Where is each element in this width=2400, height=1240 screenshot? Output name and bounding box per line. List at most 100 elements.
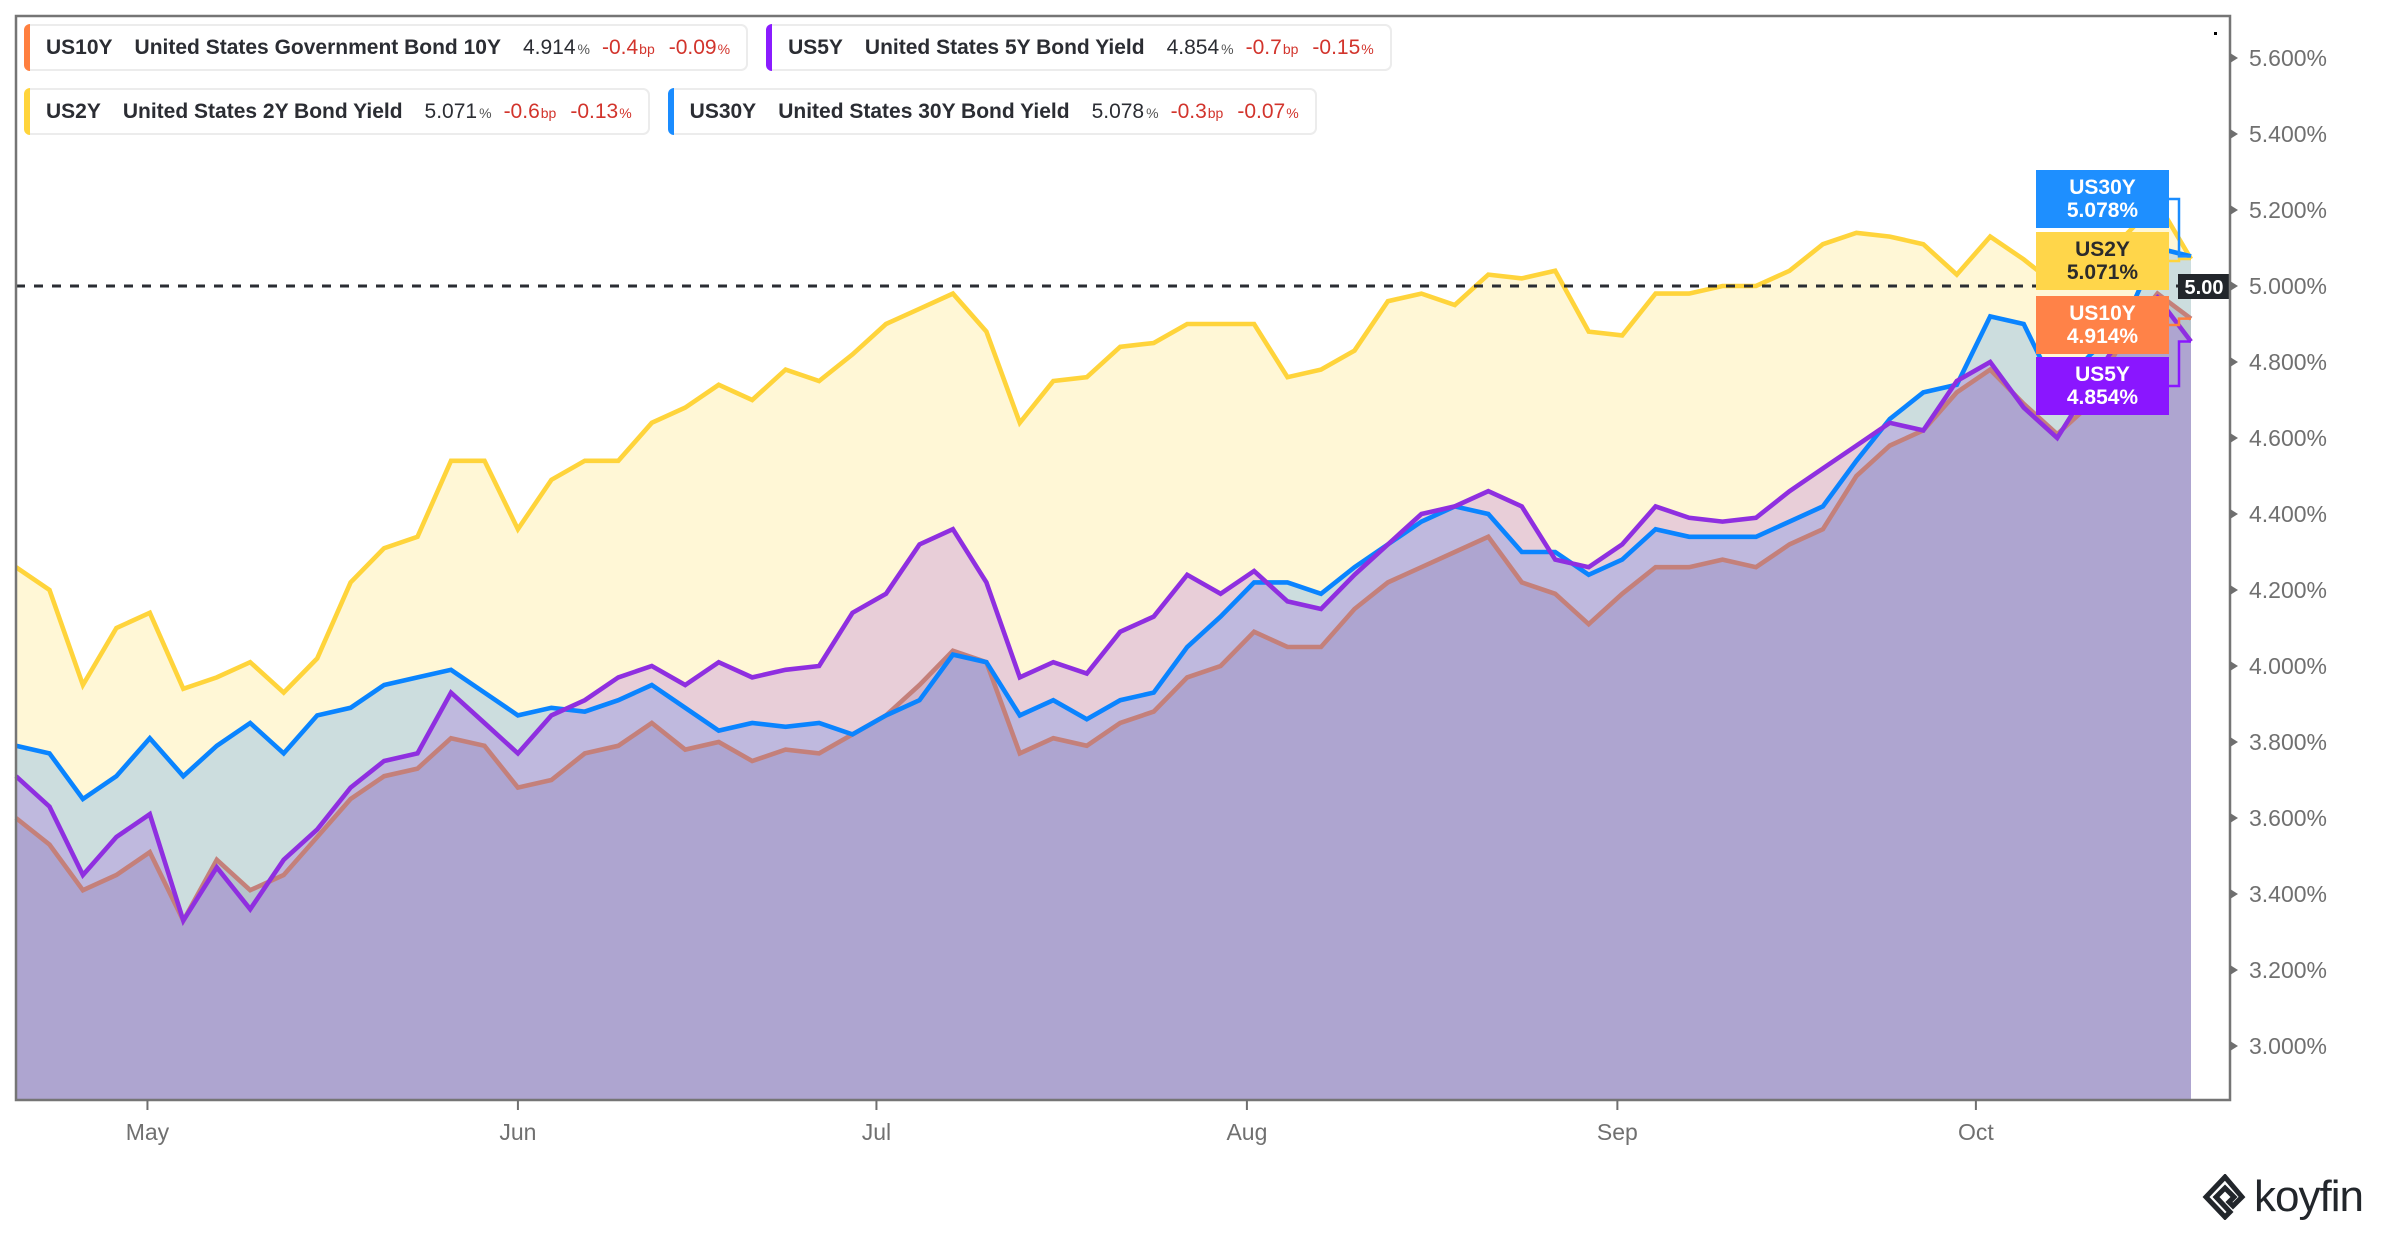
end-label-symbol: US2Y [2075,238,2130,261]
legend-change-bp: -0.3bp [1171,100,1224,124]
end-label-value: 5.071% [2066,261,2139,284]
connector-us30y [2169,197,2191,258]
y-tick-mark [2230,281,2238,291]
end-label-value: 4.914% [2066,325,2139,348]
legend-item-us10y[interactable]: US10Y United States Government Bond 10Y … [24,24,749,71]
legend-row-1: US10Y United States Government Bond 10Y … [24,24,1392,71]
end-label-us5y: US5Y 4.854% [2036,357,2169,415]
change-pct-unit: % [717,40,731,57]
end-label-symbol: US5Y [2075,363,2130,386]
legend-item-us5y[interactable]: US5Y United States 5Y Bond Yield 4.854% … [766,24,1392,71]
legend-name: United States Government Bond 10Y [134,35,501,59]
change-pct-unit: % [1361,40,1374,57]
y-tick-label: 3.400% [2249,881,2327,907]
area-us30y [16,248,2191,1100]
y-axis: 5.600% 5.400% 5.200% 5.000% 4.800% 4.600% 4.40… [2230,45,2327,1059]
legend-change-bp: -0.7bp [1246,36,1299,60]
end-label-symbol: US30Y [2069,176,2136,199]
legend-color-bar [667,88,674,135]
y-tick-label: 3.600% [2249,805,2327,831]
line-us2y[interactable] [14,198,2193,696]
y-tick-mark [2230,53,2238,63]
legend-value: 5.071% [425,100,492,124]
value-unit: % [479,104,492,121]
legend-name: United States 2Y Bond Yield [122,99,403,123]
line-us5y[interactable] [14,293,2193,927]
y-tick-label: 3.000% [2249,1033,2327,1059]
y-tick-label: 5.400% [2249,121,2327,147]
change-bp-unit: bp [1282,40,1299,57]
legend-symbol: US30Y [689,99,757,123]
y-tick-label: 4.200% [2249,577,2327,603]
y-tick-mark [2230,965,2238,975]
corner-dot [2214,32,2217,35]
value-unit: % [577,40,590,57]
series-lines [14,198,2193,927]
koyfin-logo-text: koyfin [2254,1172,2364,1221]
y-tick-mark [2230,813,2238,823]
legend-color-bar [24,24,30,71]
legend-item-us2y[interactable]: US2Y United States 2Y Bond Yield 5.071% … [24,88,650,135]
legend-change-pct: -0.13% [570,100,631,124]
y-tick-label: 4.000% [2249,653,2327,679]
x-tick-label: Sep [1597,1119,1638,1145]
legend-change-bp: -0.6bp [504,100,557,124]
line-us10y[interactable] [14,290,2193,926]
x-tick-label: May [126,1119,170,1145]
change-bp-number: -0.4 [601,35,639,59]
connector-us5y [2169,340,2191,388]
change-pct-number: -0.07 [1237,99,1286,123]
y-tick-mark [2230,1041,2238,1051]
legend-name: United States 30Y Bond Yield [778,99,1070,123]
koyfin-logo[interactable]: koyfin [2202,1172,2364,1222]
legend-change-pct: -0.09% [669,36,730,60]
end-label-connectors [2169,197,2191,388]
y-tick-label: 3.800% [2249,729,2327,755]
reference-label: 5.00 [2185,277,2224,299]
y-tick-label: 4.600% [2249,425,2327,451]
connector-us10y [2169,317,2191,327]
plot-border [14,14,2232,1102]
y-tick-mark [2230,509,2238,519]
y-tick-mark [2230,737,2238,747]
value-unit: % [1221,40,1234,57]
x-tick-label: Aug [1226,1119,1267,1145]
reference-label-box [2178,274,2230,299]
y-tick-label: 4.800% [2249,349,2327,375]
value-number: 5.078 [1091,99,1145,123]
legend-change-bp: -0.4bp [602,36,655,60]
y-tick-label: 5.200% [2249,197,2327,223]
line-us30y[interactable] [15,245,2192,803]
change-bp-number: -0.6 [503,99,540,123]
change-pct-number: -0.13 [570,99,619,123]
end-label-us30y: US30Y 5.078% [2036,170,2169,228]
end-label-us2y: US2Y 5.071% [2036,232,2169,290]
legend-change-pct: -0.15% [1312,36,1373,60]
y-tick-mark [2230,433,2238,443]
change-pct-number: -0.15 [1312,35,1361,59]
legend-symbol: US10Y [46,35,113,59]
change-bp-unit: bp [1207,104,1224,121]
legend-value: 4.914% [523,36,590,60]
x-tick-label: Oct [1958,1119,1994,1145]
x-tick-label: Jul [862,1119,891,1145]
reference-line-group: 5.00 [16,274,2230,299]
y-tick-label: 4.400% [2249,501,2327,527]
y-tick-mark [2230,585,2238,595]
change-bp-unit: bp [540,104,557,121]
value-number: 4.854 [1166,35,1220,59]
y-tick-label: 3.200% [2249,957,2327,983]
y-tick-mark [2230,661,2238,671]
end-label-value: 5.078% [2066,199,2139,222]
y-tick-mark [2230,357,2238,367]
end-label-us10y: US10Y 4.914% [2036,296,2169,354]
legend-change-pct: -0.07% [1237,100,1298,124]
legend-color-bar [24,88,30,135]
legend-row-2: US2Y United States 2Y Bond Yield 5.071% … [24,88,1317,135]
x-axis: May Jun Jul Aug Sep Oct [126,1100,1994,1145]
y-tick-label: 5.000% [2249,273,2327,299]
y-tick-label: 5.600% [2249,45,2327,71]
legend-item-us30y[interactable]: US30Y United States 30Y Bond Yield 5.078… [667,88,1317,135]
y-tick-mark [2230,129,2238,139]
